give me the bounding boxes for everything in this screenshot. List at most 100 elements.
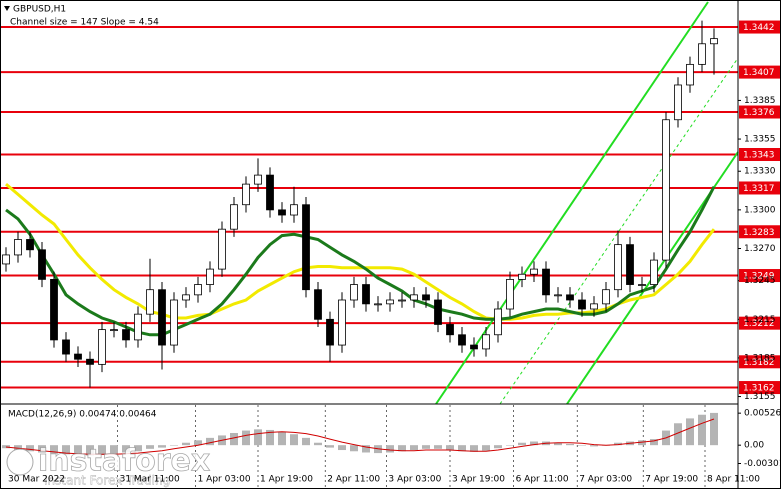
candle-body <box>182 294 190 301</box>
x-tick-label: 1 Apr 03:00 <box>198 475 251 485</box>
candle-body <box>194 284 202 296</box>
macd-bar <box>2 445 10 449</box>
candle-body <box>110 329 118 332</box>
macd-bar <box>578 445 586 446</box>
macd-y-tick-label: -0.00301 <box>744 459 781 469</box>
candle-body <box>134 313 142 341</box>
macd-bar <box>698 414 706 446</box>
candle-body <box>578 299 586 310</box>
candle-body <box>422 294 430 301</box>
y-tick-label: 1.3270 <box>744 244 776 254</box>
level-label: 1.3317 <box>743 184 775 194</box>
x-tick-label: 2 Apr 11:00 <box>327 475 380 485</box>
macd-bar <box>14 445 22 451</box>
candle-body <box>26 239 34 251</box>
macd-bar <box>506 445 514 446</box>
candle-body <box>518 273 526 280</box>
candle-body <box>374 303 382 306</box>
candle-body <box>122 329 130 341</box>
macd-bar <box>566 443 574 446</box>
macd-bar <box>170 445 178 446</box>
macd-y-tick-label: 0.00 <box>744 441 764 451</box>
level-label-box <box>739 225 780 239</box>
watermark-brand: instaforex <box>38 444 210 479</box>
y-tick-label: 1.3385 <box>744 96 776 106</box>
level-label: 1.3407 <box>743 68 775 78</box>
macd-bar <box>494 445 502 449</box>
y-tick-label: 1.3185 <box>744 353 776 363</box>
channel-middle <box>499 57 739 405</box>
x-tick-label: 7 Apr 03:00 <box>579 475 632 485</box>
macd-bar <box>650 439 658 446</box>
x-tick-label: 30 Mar 2022 <box>8 475 65 485</box>
x-tick-label: 6 Apr 11:00 <box>516 475 569 485</box>
level-label: 1.3182 <box>743 358 775 368</box>
level-label-box <box>739 316 780 330</box>
macd-bar <box>446 445 454 451</box>
macd-bar <box>398 445 406 452</box>
macd-bar <box>278 431 286 446</box>
macd-y-tick-label: 0.00526 <box>744 409 781 419</box>
candle-body <box>362 284 370 305</box>
level-label-box <box>739 65 780 79</box>
macd-bar <box>110 445 118 454</box>
macd-bar <box>242 430 250 446</box>
y-tick-label: 1.3155 <box>744 392 776 402</box>
level-label: 1.3249 <box>743 272 775 282</box>
level-label-box <box>739 20 780 34</box>
candle-body <box>710 38 718 45</box>
macd-bar <box>122 445 130 453</box>
level-label-box <box>739 105 780 119</box>
candle-body <box>602 289 610 305</box>
macd-bar <box>62 445 70 455</box>
x-tick-label: 8 Apr 11:00 <box>707 475 760 485</box>
plot-layer <box>2 20 718 456</box>
macd-bar <box>686 418 694 446</box>
candle-body <box>458 334 466 346</box>
candle-body <box>38 249 46 280</box>
candle-body <box>398 299 406 302</box>
macd-bar <box>590 445 598 447</box>
candle-body <box>2 254 10 265</box>
levels-layer: 1.3442 1.3407 1.3376 1.3343 1.3317 1.3283 1.32… <box>0 20 780 395</box>
macd-bar <box>458 445 466 452</box>
candle-body <box>614 244 622 291</box>
candle-body <box>650 259 658 285</box>
macd-bar <box>518 442 526 446</box>
candle-body <box>350 284 358 301</box>
x-tick-label: 3 Apr 19:00 <box>452 475 505 485</box>
macd-bar <box>206 437 214 446</box>
candle-body <box>290 204 298 216</box>
macd-bar <box>554 442 562 446</box>
candle-body <box>482 334 490 350</box>
macd-bar <box>674 423 682 446</box>
level-label: 1.3212 <box>743 319 775 329</box>
candle-body <box>314 289 322 320</box>
y-tick-label: 1.3330 <box>744 167 776 177</box>
moving-average <box>5 182 716 321</box>
macd-signal <box>5 418 715 455</box>
candle-body <box>242 183 250 206</box>
macd-bar <box>266 429 274 446</box>
x-tick-label: 3 Apr 03:00 <box>388 475 441 485</box>
level-label: 1.3283 <box>743 228 775 238</box>
macd-bar <box>638 440 646 446</box>
candle-body <box>302 204 310 291</box>
macd-bar <box>230 433 238 446</box>
watermark: instaforex Instant Forex Trading <box>6 443 211 488</box>
macd-bar <box>434 445 442 449</box>
candle-body <box>470 344 478 350</box>
candle-body <box>530 268 538 275</box>
candle-body <box>554 294 562 297</box>
candle-body <box>206 268 214 285</box>
macd-bar <box>470 445 478 452</box>
candle-body <box>230 204 238 230</box>
candle-body <box>506 278 514 310</box>
macd-bar <box>614 442 622 446</box>
candle-body <box>638 284 646 286</box>
candle-body <box>146 289 154 315</box>
candle-body <box>14 239 22 256</box>
candle-body <box>98 329 106 365</box>
